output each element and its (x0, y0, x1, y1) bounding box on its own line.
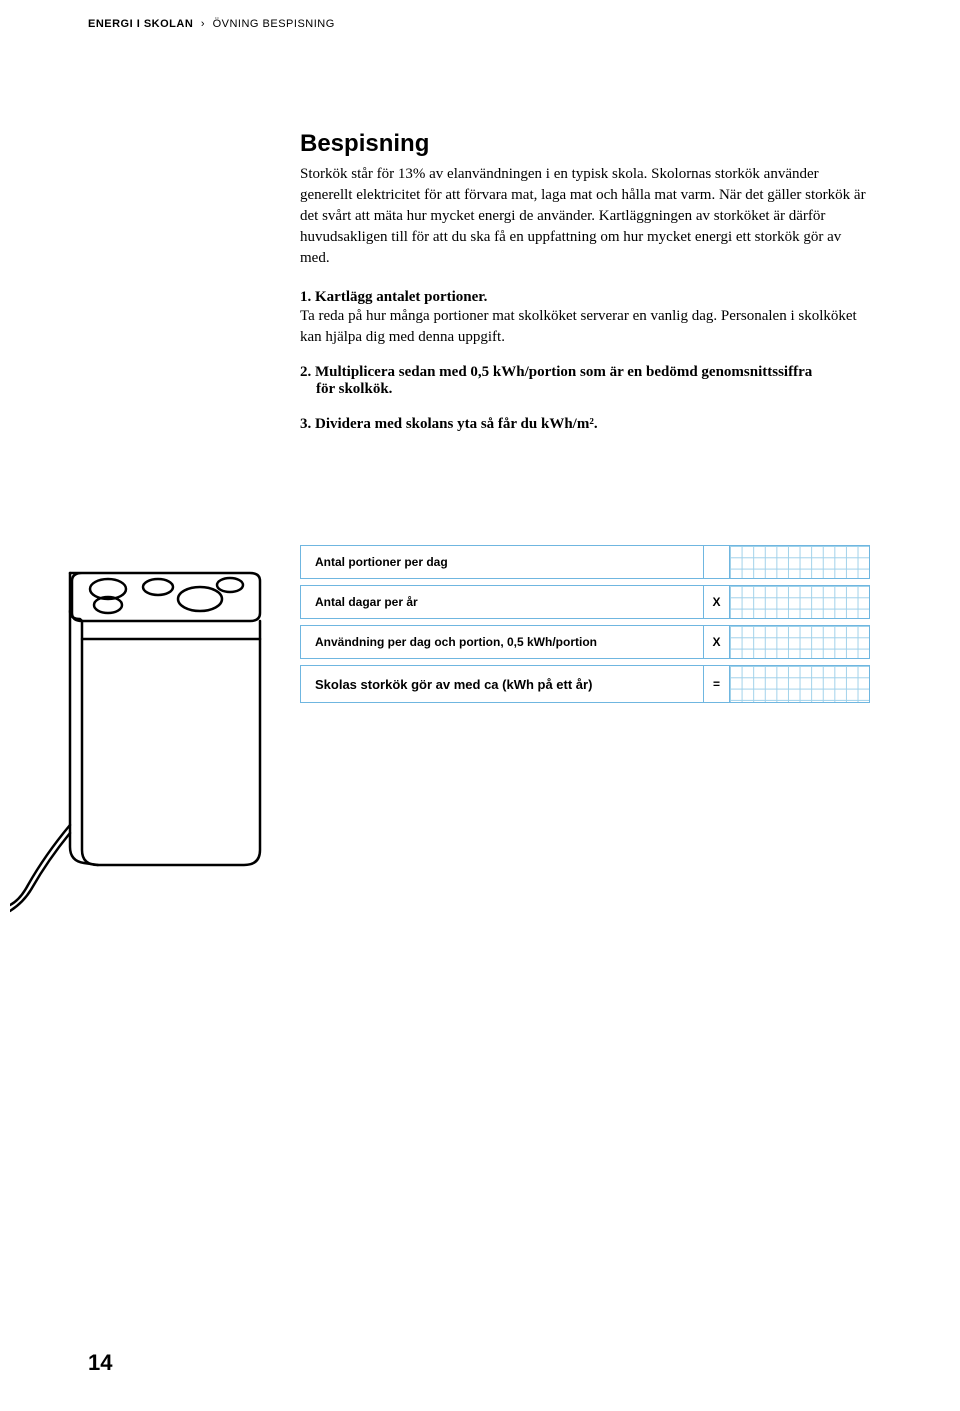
table-label: Användning per dag och portion, 0,5 kWh/… (301, 635, 703, 649)
step2-line2: för skolkök. (300, 381, 870, 398)
table-input-grid[interactable] (729, 546, 869, 578)
table-label: Antal dagar per år (301, 595, 703, 609)
table-operator: = (703, 666, 729, 702)
stove-illustration-icon (10, 555, 290, 940)
header-arrow-icon: › (201, 18, 205, 30)
table-row: Användning per dag och portion, 0,5 kWh/… (300, 625, 870, 659)
table-label: Antal portioner per dag (301, 555, 703, 569)
header-section: ÖVNING BESPISNING (213, 18, 335, 30)
header-brand: ENERGI I SKOLAN (88, 18, 193, 30)
step2-line1: 2. Multiplicera sedan med 0,5 kWh/portio… (300, 364, 812, 380)
page-number: 14 (88, 1350, 112, 1376)
table-input-grid[interactable] (729, 666, 869, 702)
page-header: ENERGI I SKOLAN › ÖVNING BESPISNING (88, 18, 335, 30)
calculation-table: Antal portioner per dag Antal dagar per … (300, 545, 870, 709)
step2: 2. Multiplicera sedan med 0,5 kWh/portio… (300, 364, 870, 398)
table-operator (703, 546, 729, 578)
page-title: Bespisning (300, 130, 870, 158)
intro-paragraph: Storkök står för 13% av elanvändningen i… (300, 164, 870, 269)
table-row: Antal dagar per år X (300, 585, 870, 619)
table-input-grid[interactable] (729, 626, 869, 658)
step1-title: 1. Kartlägg antalet portioner. (300, 289, 870, 306)
step3: 3. Dividera med skolans yta så får du kW… (300, 416, 870, 433)
main-content: Bespisning Storkök står för 13% av elanv… (300, 130, 870, 433)
table-input-grid[interactable] (729, 586, 869, 618)
table-operator: X (703, 586, 729, 618)
table-operator: X (703, 626, 729, 658)
step1-body: Ta reda på hur många portioner mat skolk… (300, 306, 870, 348)
table-label: Skolas storkök gör av med ca (kWh på ett… (301, 677, 703, 692)
table-row: Antal portioner per dag (300, 545, 870, 579)
table-row-result: Skolas storkök gör av med ca (kWh på ett… (300, 665, 870, 703)
